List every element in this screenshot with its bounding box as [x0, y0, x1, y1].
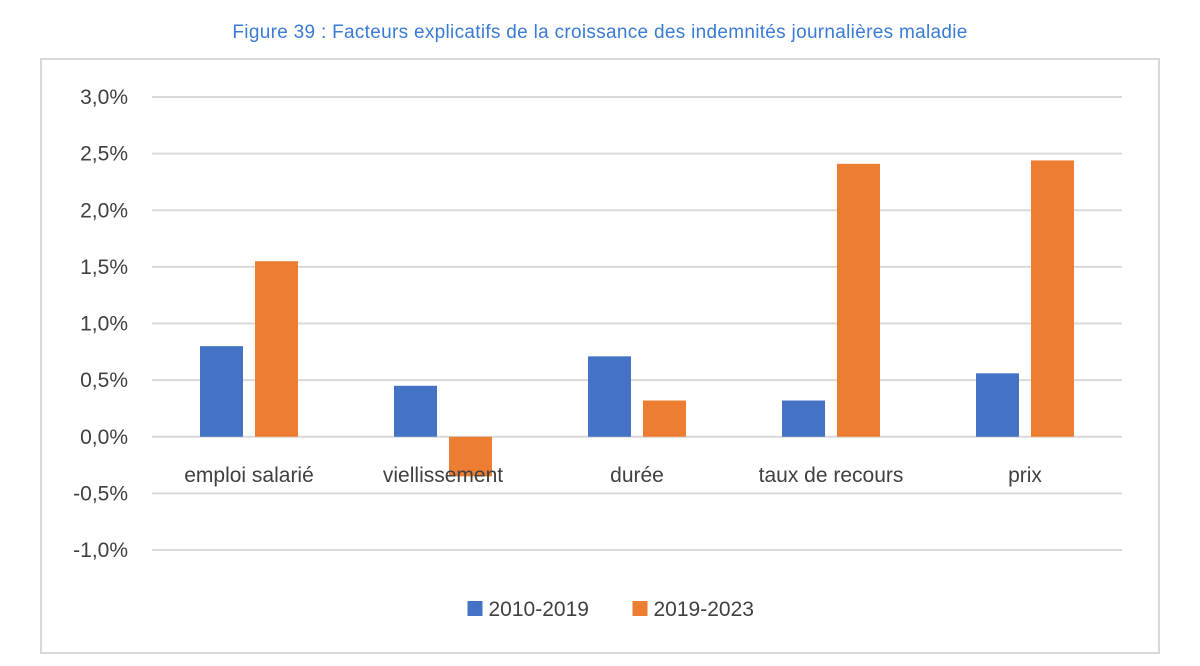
bar-2-4 — [837, 163, 880, 437]
y-tick-label: -0,5% — [73, 482, 128, 505]
bars — [200, 160, 1074, 477]
y-tick-label: -1,0% — [73, 539, 128, 562]
legend-swatch — [467, 601, 483, 616]
bar-2-1 — [255, 261, 298, 437]
category-labels: emploi salarié viellissement durée taux de … — [184, 464, 1042, 487]
bar-2-5 — [1031, 160, 1074, 437]
bar-1-4 — [782, 400, 825, 437]
category-label: viellissement — [383, 464, 503, 487]
bar-1-3 — [588, 356, 631, 437]
figure-caption: Figure 39 : Facteurs explicatifs de la c… — [232, 22, 968, 43]
y-tick-label: 1,0% — [80, 313, 128, 336]
bar-1-2 — [394, 385, 437, 437]
legend-label: 2019-2023 — [654, 598, 754, 621]
y-tick-label: 2,0% — [80, 199, 128, 222]
y-axis-tick-labels: 3,0% 2,5% 2,0% 1,5% 1,0% 0,5% 0,0% -0,5% -1,0% — [73, 86, 128, 562]
category-label: taux de recours — [759, 464, 904, 487]
bar-1-5 — [976, 373, 1019, 437]
y-tick-label: 3,0% — [80, 86, 128, 109]
bar-2-3 — [643, 400, 686, 437]
bar-2-2 — [449, 436, 492, 477]
legend-swatch — [632, 601, 648, 616]
legend-label: 2010-2019 — [489, 598, 589, 621]
category-label: emploi salarié — [184, 464, 314, 487]
y-tick-label: 1,5% — [80, 256, 128, 279]
gridlines — [152, 96, 1122, 551]
y-tick-label: 0,0% — [80, 426, 128, 449]
bar-1-1 — [200, 346, 243, 437]
y-tick-label: 2,5% — [80, 143, 128, 166]
legend: 2010-2019 2019-2023 — [467, 598, 754, 621]
category-label: durée — [610, 464, 664, 487]
category-label: prix — [1008, 464, 1042, 487]
y-tick-label: 0,5% — [80, 369, 128, 392]
